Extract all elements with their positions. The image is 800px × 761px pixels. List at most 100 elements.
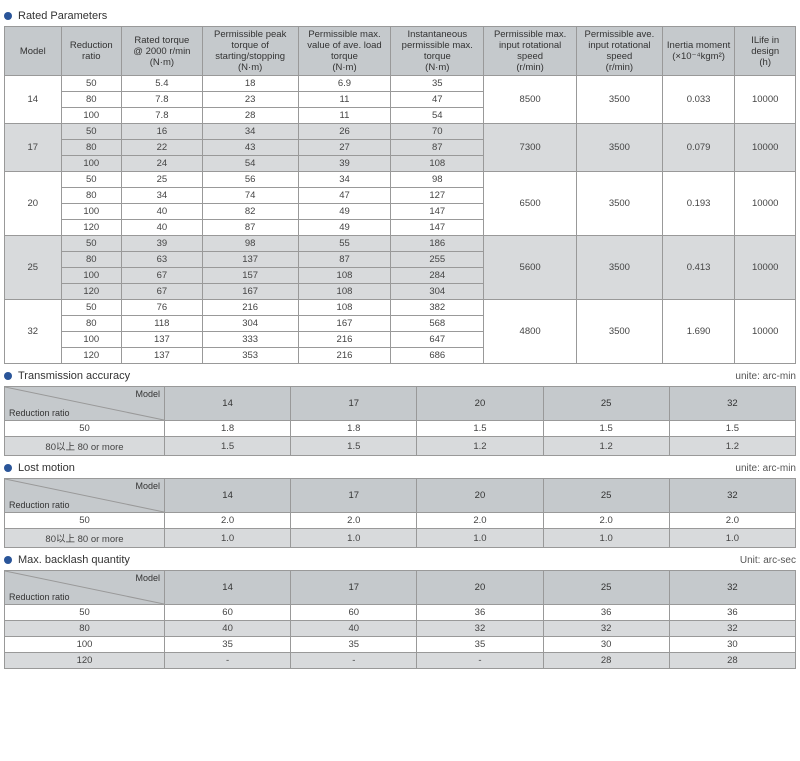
table-row: 501.81.81.51.51.5 bbox=[5, 421, 796, 437]
data-cell: 686 bbox=[391, 348, 484, 364]
data-cell: 25 bbox=[122, 172, 203, 188]
data-cell: 11 bbox=[298, 92, 391, 108]
data-cell: 28 bbox=[202, 108, 298, 124]
col-header: 14 bbox=[165, 387, 291, 421]
table-row: 80以上 80 or more1.51.51.21.21.2 bbox=[5, 437, 796, 456]
data-cell: 0.193 bbox=[662, 172, 735, 236]
data-cell: 1.2 bbox=[417, 437, 543, 456]
data-cell: 186 bbox=[391, 236, 484, 252]
col-header: ILife in design(h) bbox=[735, 27, 796, 76]
data-cell: 18 bbox=[202, 76, 298, 92]
data-cell: 36 bbox=[669, 605, 795, 621]
data-cell: 40 bbox=[122, 220, 203, 236]
transmission-table: ModelReduction ratio1417202532501.81.81.… bbox=[4, 386, 796, 456]
data-cell: 1.8 bbox=[165, 421, 291, 437]
data-cell: - bbox=[291, 653, 417, 669]
data-cell: 216 bbox=[298, 332, 391, 348]
col-header: 17 bbox=[291, 571, 417, 605]
col-header: 14 bbox=[165, 571, 291, 605]
col-header: 17 bbox=[291, 387, 417, 421]
data-cell: 284 bbox=[391, 268, 484, 284]
data-cell: 54 bbox=[202, 156, 298, 172]
data-cell: 2.0 bbox=[543, 513, 669, 529]
rated-params-header: Rated Parameters bbox=[4, 10, 796, 22]
data-cell: 5600 bbox=[484, 236, 577, 300]
data-cell: 120 bbox=[61, 284, 122, 300]
table-row: 80以上 80 or more1.01.01.01.01.0 bbox=[5, 529, 796, 548]
data-cell: 100 bbox=[61, 108, 122, 124]
table-row: 120---2828 bbox=[5, 653, 796, 669]
data-cell: 1.5 bbox=[291, 437, 417, 456]
data-cell: 49 bbox=[298, 220, 391, 236]
data-cell: 1.0 bbox=[543, 529, 669, 548]
data-cell: 6500 bbox=[484, 172, 577, 236]
data-cell: 54 bbox=[391, 108, 484, 124]
data-cell: 157 bbox=[202, 268, 298, 284]
data-cell: 1.0 bbox=[669, 529, 795, 548]
data-cell: 100 bbox=[61, 268, 122, 284]
data-cell: 76 bbox=[122, 300, 203, 316]
transmission-header: Transmission accuracy unite: arc-min bbox=[4, 370, 796, 382]
col-header: Model bbox=[5, 27, 62, 76]
col-header: 32 bbox=[669, 387, 795, 421]
data-cell: 80 bbox=[61, 316, 122, 332]
data-cell: 10000 bbox=[735, 236, 796, 300]
data-cell: 3500 bbox=[577, 172, 663, 236]
data-cell: 34 bbox=[298, 172, 391, 188]
data-cell: 147 bbox=[391, 204, 484, 220]
bullet-icon bbox=[4, 12, 12, 20]
data-cell: 28 bbox=[669, 653, 795, 669]
data-cell: 22 bbox=[122, 140, 203, 156]
backlash-header: Max. backlash quantity Unit: arc-sec bbox=[4, 554, 796, 566]
data-cell: 353 bbox=[202, 348, 298, 364]
data-cell: 67 bbox=[122, 268, 203, 284]
data-cell: 26 bbox=[298, 124, 391, 140]
data-cell: 80 bbox=[61, 188, 122, 204]
data-cell: 2.0 bbox=[669, 513, 795, 529]
data-cell: 32 bbox=[543, 621, 669, 637]
data-cell: 255 bbox=[391, 252, 484, 268]
section-title: Transmission accuracy bbox=[18, 370, 130, 382]
col-header: 20 bbox=[417, 479, 543, 513]
table-row: 325076216108382480035001.69010000 bbox=[5, 300, 796, 316]
data-cell: 39 bbox=[298, 156, 391, 172]
data-cell: 74 bbox=[202, 188, 298, 204]
col-header: Rated torque @ 2000 r/min(N·m) bbox=[122, 27, 203, 76]
data-cell: 35 bbox=[391, 76, 484, 92]
data-cell: 0.079 bbox=[662, 124, 735, 172]
table-row: 804040323232 bbox=[5, 621, 796, 637]
data-cell: 4800 bbox=[484, 300, 577, 364]
data-cell: 2.0 bbox=[165, 513, 291, 529]
data-cell: - bbox=[417, 653, 543, 669]
data-cell: 7.8 bbox=[122, 108, 203, 124]
table-row: 2550399855186560035000.41310000 bbox=[5, 236, 796, 252]
row-label: 120 bbox=[5, 653, 165, 669]
section-title: Rated Parameters bbox=[18, 10, 107, 22]
data-cell: 80 bbox=[61, 92, 122, 108]
data-cell: 5.4 bbox=[122, 76, 203, 92]
data-cell: 16 bbox=[122, 124, 203, 140]
data-cell: 304 bbox=[391, 284, 484, 300]
bullet-icon bbox=[4, 556, 12, 564]
table-row: 205025563498650035000.19310000 bbox=[5, 172, 796, 188]
data-cell: 70 bbox=[391, 124, 484, 140]
data-cell: 127 bbox=[391, 188, 484, 204]
data-cell: 50 bbox=[61, 172, 122, 188]
data-cell: 30 bbox=[543, 637, 669, 653]
data-cell: 120 bbox=[61, 348, 122, 364]
data-cell: 1.5 bbox=[543, 421, 669, 437]
data-cell: 87 bbox=[391, 140, 484, 156]
data-cell: 50 bbox=[61, 124, 122, 140]
data-cell: 2.0 bbox=[417, 513, 543, 529]
diag-header: ModelReduction ratio bbox=[5, 571, 165, 605]
data-cell: 1.5 bbox=[165, 437, 291, 456]
backlash-table: ModelReduction ratio14172025325060603636… bbox=[4, 570, 796, 669]
data-cell: 35 bbox=[417, 637, 543, 653]
data-cell: 108 bbox=[298, 268, 391, 284]
row-label: 80以上 80 or more bbox=[5, 529, 165, 548]
col-header: 32 bbox=[669, 479, 795, 513]
data-cell: 34 bbox=[202, 124, 298, 140]
lostmotion-table: ModelReduction ratio1417202532502.02.02.… bbox=[4, 478, 796, 548]
data-cell: 568 bbox=[391, 316, 484, 332]
data-cell: 87 bbox=[202, 220, 298, 236]
